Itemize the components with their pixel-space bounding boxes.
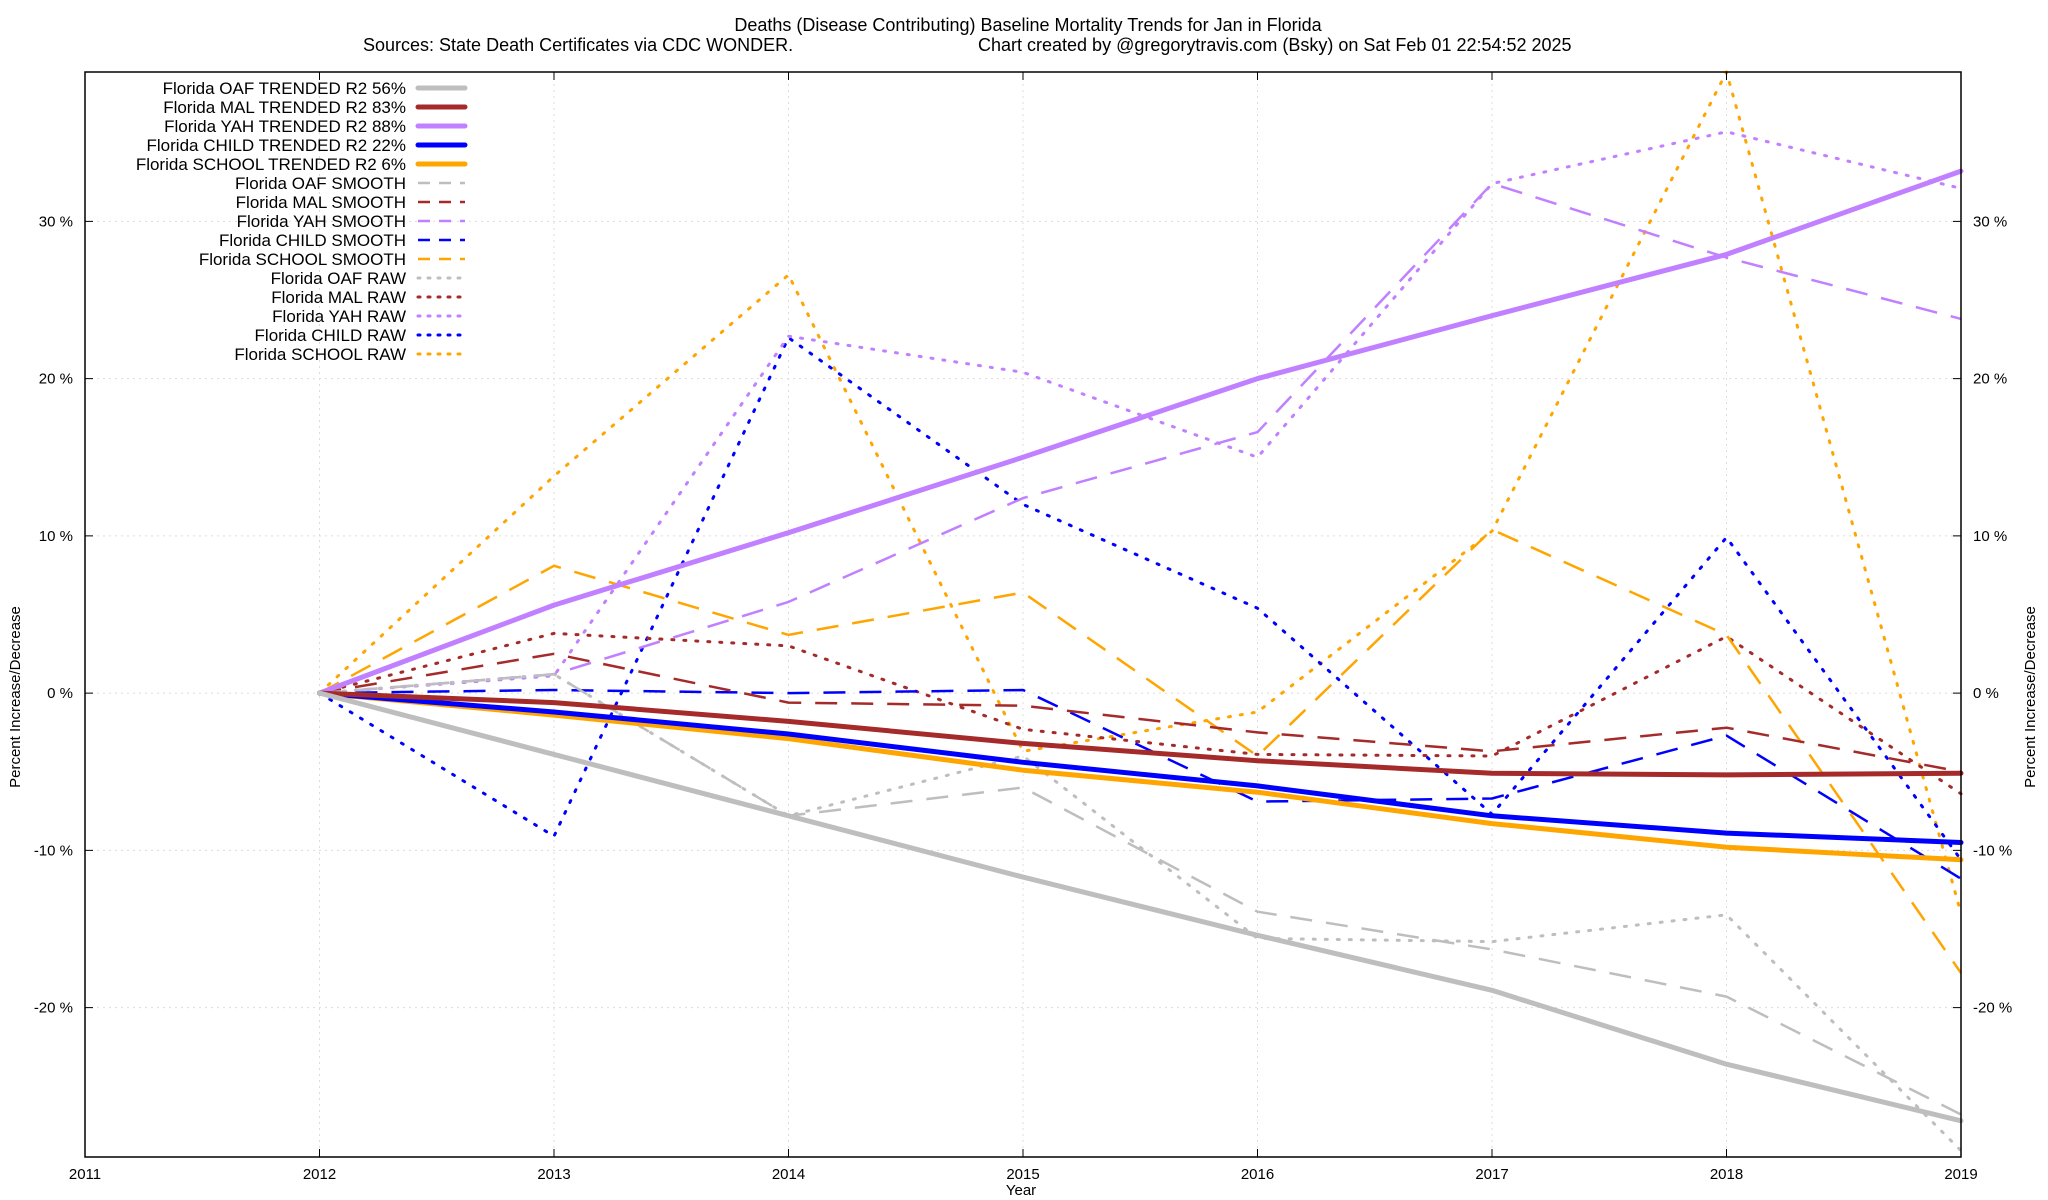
x-tick-label: 2017	[1475, 1166, 1508, 1183]
legend-label-florida-yah-trended: Florida YAH TRENDED R2 88%	[164, 117, 406, 136]
y-tick-label-right: 30 %	[1973, 213, 2007, 230]
x-axis-label: Year	[1006, 1182, 1036, 1199]
x-tick-label: 2013	[537, 1166, 570, 1183]
x-tick-label: 2019	[1944, 1166, 1977, 1183]
legend-label-florida-yah-smooth: Florida YAH SMOOTH	[237, 212, 406, 231]
legend-label-florida-oaf-smooth: Florida OAF SMOOTH	[235, 174, 406, 193]
y-tick-label-left: 20 %	[39, 371, 73, 388]
series-line-florida-oaf-trended	[317, 690, 1964, 1124]
x-tick-label: 2018	[1710, 1166, 1743, 1183]
series-line-florida-child-smooth	[319, 688, 1962, 880]
y-axis-ticks: -20 % -20 % -10 % -10 % 0 % 0 % 10 % 10 % 20 % 20…	[34, 213, 2012, 1016]
x-tick-label: 2016	[1241, 1166, 1274, 1183]
legend-label-florida-child-raw: Florida CHILD RAW	[255, 326, 406, 345]
series-line-florida-oaf-smooth	[319, 673, 1962, 1116]
series-line-florida-mal-trended	[317, 690, 1964, 778]
series-line-florida-yah-trended	[317, 168, 1964, 696]
legend-label-florida-school-smooth: Florida SCHOOL SMOOTH	[199, 250, 406, 269]
series-line-florida-mal-smooth	[319, 652, 1962, 773]
x-axis-ticks: 2011 2012 2013 2014 2015 2016 2017 2018 2019	[69, 72, 1978, 1183]
legend-label-florida-yah-raw: Florida YAH RAW	[272, 307, 406, 326]
y-tick-label-right: 20 %	[1973, 371, 2007, 388]
legend-label-florida-school-trended: Florida SCHOOL TRENDED R2 6%	[136, 155, 406, 174]
legend-label-florida-oaf-raw: Florida OAF RAW	[271, 269, 406, 288]
legend-label-florida-mal-smooth: Florida MAL SMOOTH	[236, 193, 406, 212]
y-axis-label-left: Percent Increase/Decrease	[7, 606, 24, 788]
series-line-florida-child-trended	[317, 690, 1964, 845]
series-line-florida-school-smooth	[318, 528, 1963, 974]
legend-label-florida-school-raw: Florida SCHOOL RAW	[234, 345, 406, 364]
y-tick-label-right: -20 %	[1973, 1000, 2012, 1017]
y-tick-label-right: -10 %	[1973, 842, 2012, 859]
series-line-florida-mal-raw	[318, 631, 1963, 796]
series-line-florida-school-raw	[318, 70, 1963, 915]
x-tick-label: 2011	[69, 1166, 101, 1183]
legend-label-florida-child-smooth: Florida CHILD SMOOTH	[219, 231, 406, 250]
chart-subtitle-credit: Chart created by @gregorytravis.com (Bsk…	[978, 35, 1572, 55]
y-tick-label-right: 10 %	[1973, 528, 2007, 545]
y-tick-label-left: -20 %	[34, 1000, 73, 1017]
x-tick-label: 2012	[303, 1166, 336, 1183]
x-tick-label: 2014	[772, 1166, 805, 1183]
chart-title: Deaths (Disease Contributing) Baseline M…	[734, 15, 1322, 35]
y-tick-label-left: 0 %	[47, 685, 73, 702]
series-line-florida-school-trended	[317, 690, 1964, 863]
legend-label-florida-child-trended: Florida CHILD TRENDED R2 22%	[147, 136, 406, 155]
series-line-florida-oaf-raw	[318, 672, 1963, 1153]
y-axis-label-right: Percent Increase/Decrease	[2022, 606, 2039, 788]
y-tick-label-left: -10 %	[34, 842, 73, 859]
x-tick-label: 2015	[1006, 1166, 1039, 1183]
legend-label-florida-mal-raw: Florida MAL RAW	[271, 288, 406, 307]
y-tick-label-right: 0 %	[1973, 685, 1999, 702]
series-lines	[317, 70, 1964, 1153]
series-line-florida-yah-smooth	[319, 182, 1962, 695]
y-tick-label-left: 30 %	[39, 213, 73, 230]
legend: Florida OAF TRENDED R2 56%Florida MAL TR…	[136, 79, 468, 364]
legend-label-florida-mal-trended: Florida MAL TRENDED R2 83%	[163, 98, 406, 117]
chart-subtitle-sources: Sources: State Death Certificates via CD…	[363, 35, 793, 55]
y-tick-label-left: 10 %	[39, 528, 73, 545]
legend-label-florida-oaf-trended: Florida OAF TRENDED R2 56%	[163, 79, 406, 98]
series-line-florida-yah-raw	[318, 130, 1963, 695]
